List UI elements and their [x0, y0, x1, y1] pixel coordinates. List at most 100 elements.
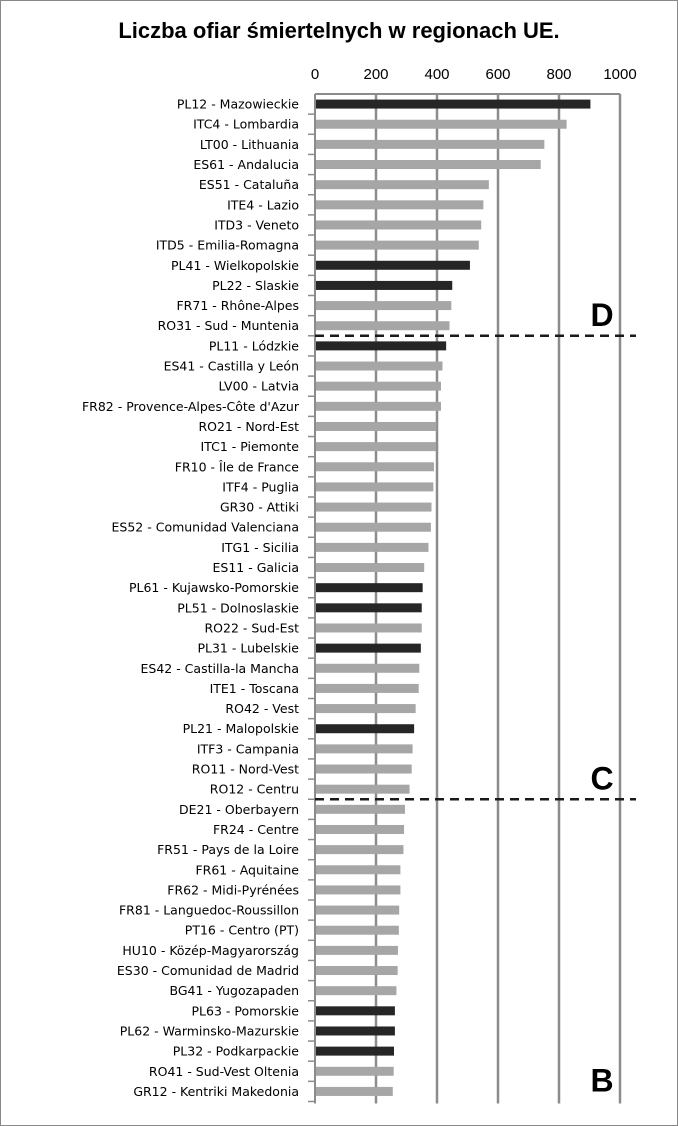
bar	[316, 361, 443, 371]
bar	[316, 341, 447, 351]
category-label: ES51 - Cataluña	[199, 177, 299, 192]
category-label: FR51 - Pays de la Loire	[157, 842, 299, 857]
bar	[316, 764, 412, 774]
bar	[316, 804, 405, 814]
bar	[316, 563, 425, 573]
category-label: PL22 - Slaskie	[212, 278, 299, 293]
category-label: FR61 - Aquitaine	[195, 862, 299, 877]
category-label: ES11 - Galicia	[213, 560, 300, 575]
bar	[316, 1006, 395, 1016]
category-label: ES52 - Comunidad Valenciana	[112, 520, 299, 535]
category-label: LT00 - Lithuania	[200, 137, 299, 152]
bar	[316, 502, 432, 512]
category-label: FR24 - Centre	[213, 822, 299, 837]
bar	[316, 1086, 393, 1096]
bar	[316, 522, 431, 532]
category-label: PL11 - Lódzkie	[209, 338, 299, 353]
bar	[316, 724, 415, 734]
category-label: ITE4 - Lazio	[227, 197, 299, 212]
category-label: PT16 - Centro (PT)	[185, 923, 299, 938]
category-label: FR10 - Île de France	[175, 459, 300, 474]
bar	[316, 442, 437, 452]
bar	[316, 401, 441, 411]
bar	[316, 180, 489, 190]
zone-label-d: D	[590, 297, 613, 333]
category-label: FR81 - Languedoc-Roussillon	[119, 903, 299, 918]
bar	[316, 119, 567, 129]
bar	[316, 663, 420, 673]
category-label: HU10 - Közép-Magyarország	[122, 943, 299, 958]
bar	[316, 220, 482, 230]
bar	[316, 280, 453, 290]
category-label: PL51 - Dolnoslaskie	[177, 600, 299, 615]
category-label: PL61 - Kujawsko-Pomorskie	[129, 580, 299, 595]
bar	[316, 824, 405, 834]
category-label: PL31 - Lubelskie	[197, 641, 299, 656]
category-label: FR62 - Midi-Pyrénées	[167, 882, 299, 897]
category-label: RO42 - Vest	[225, 701, 299, 716]
category-label: ITF3 - Campania	[197, 741, 299, 756]
category-label: ES42 - Castilla-la Mancha	[140, 661, 299, 676]
category-label: RO12 - Centru	[210, 782, 299, 797]
bar	[316, 704, 416, 714]
bar	[316, 885, 401, 895]
category-label: RO41 - Sud-Vest Oltenia	[149, 1064, 299, 1079]
category-label: RO21 - Nord-Est	[198, 419, 299, 434]
category-label: ITC4 - Lombardia	[193, 117, 299, 132]
bar	[316, 845, 404, 855]
bar	[316, 462, 434, 472]
bar	[316, 381, 441, 391]
bar	[316, 744, 413, 754]
chart-title: Liczba ofiar śmiertelnych w regionach UE…	[118, 18, 560, 43]
category-label: RO11 - Nord-Vest	[192, 762, 299, 777]
bar	[316, 966, 398, 976]
category-label: PL41 - Wielkopolskie	[171, 258, 299, 273]
bar	[316, 1066, 394, 1076]
x-tick-label: 0	[311, 66, 319, 83]
category-label: PL12 - Mazowieckie	[177, 97, 299, 112]
bar	[316, 160, 541, 170]
x-tick-label: 400	[424, 66, 449, 83]
bar	[316, 301, 452, 311]
category-label: ES41 - Castilla y León	[164, 359, 299, 374]
bar	[316, 1046, 394, 1056]
category-label: FR82 - Provence-Alpes-Côte d'Azur	[82, 399, 300, 414]
category-label: RO22 - Sud-Est	[204, 620, 299, 635]
bar	[316, 260, 470, 270]
category-label: FR71 - Rhône-Alpes	[176, 298, 299, 313]
category-label: ITC1 - Piemonte	[201, 439, 300, 454]
category-label: PL63 - Pomorskie	[192, 1003, 300, 1018]
x-tick-label: 200	[363, 66, 388, 83]
bar	[316, 643, 421, 653]
bar	[316, 925, 399, 935]
category-label: PL62 - Warminsko-Mazurskie	[120, 1023, 300, 1038]
bar	[316, 482, 434, 492]
category-label: LV00 - Latvia	[218, 379, 299, 394]
bar	[316, 1026, 395, 1036]
category-label: ES61 - Andalucia	[193, 157, 299, 172]
category-label: ITD5 - Emilia-Romagna	[156, 238, 299, 253]
bar	[316, 200, 484, 210]
bar	[316, 623, 422, 633]
category-label: BG41 - Yugozapaden	[170, 983, 299, 998]
bar	[316, 321, 450, 331]
bar	[316, 945, 398, 955]
category-label: RO31 - Sud - Muntenia	[158, 318, 299, 333]
category-label: ITF4 - Puglia	[222, 479, 299, 494]
x-tick-label: 1000	[603, 66, 636, 83]
bar	[316, 905, 400, 915]
category-label: GR12 - Kentriki Makedonia	[133, 1084, 299, 1099]
zone-label-b: B	[590, 1063, 613, 1099]
bar	[316, 683, 419, 693]
bar	[316, 784, 410, 794]
category-label: ITE1 - Toscana	[210, 681, 299, 696]
bar	[316, 865, 401, 875]
category-label: ITG1 - Sicilia	[221, 540, 299, 555]
category-label: PL21 - Malopolskie	[183, 721, 300, 736]
category-label: DE21 - Oberbayern	[179, 802, 299, 817]
bar	[316, 986, 397, 996]
zone-label-c: C	[590, 760, 613, 796]
bar	[316, 583, 423, 593]
category-label: PL32 - Podkarpackie	[173, 1044, 300, 1059]
